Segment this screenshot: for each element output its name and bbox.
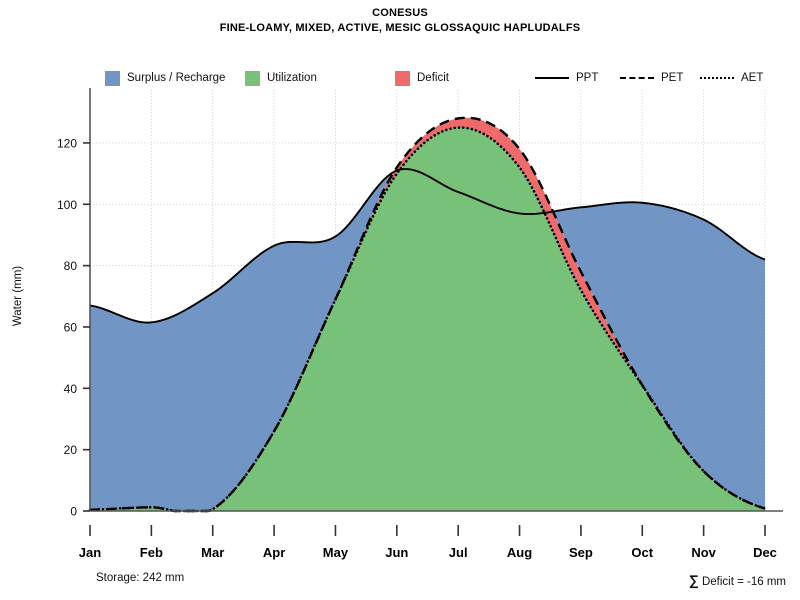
title-line-2: FINE-LOAMY, MIXED, ACTIVE, MESIC GLOSSAQ… (219, 22, 581, 34)
legend-item-pet[interactable]: PET (620, 68, 683, 88)
y-tick-label: 0 (70, 505, 77, 519)
legend-item-deficit[interactable]: Deficit (395, 68, 449, 88)
legend-swatch-icon (105, 70, 120, 86)
title-line-1: CONESUS (372, 7, 428, 19)
x-tick-label-sep: Sep (569, 545, 593, 560)
chart-legend: Surplus / Recharge Utilization Deficit PPT P… (0, 68, 800, 88)
legend-item-aet[interactable]: AET (700, 68, 763, 88)
x-tick-label-may: May (323, 545, 349, 560)
x-tick-label-jan: Jan (79, 545, 101, 560)
y-tick-label: 100 (57, 198, 77, 212)
legend-line-solid-icon (535, 71, 569, 85)
y-tick-label: 20 (64, 443, 78, 457)
legend-line-dotted-icon (700, 71, 734, 85)
legend-label: PET (661, 72, 684, 84)
legend-swatch-icon (245, 70, 260, 86)
x-tick-label-mar: Mar (201, 545, 224, 560)
y-tick-label: 40 (64, 382, 78, 396)
x-tick-label-jul: Jul (449, 545, 468, 560)
x-tick-label-apr: Apr (263, 545, 285, 560)
y-tick-label: 80 (64, 259, 78, 273)
legend-label: Surplus / Recharge (127, 72, 226, 84)
deficit-sum-text: Deficit = -16 mm (698, 576, 786, 588)
storage-annotation: Storage: 242 mm (96, 572, 185, 584)
deficit-sum-annotation: ∑ Deficit = -16 mm (689, 572, 786, 588)
y-axis-title: Water (mm) (12, 265, 24, 327)
legend-line-dashed-icon (620, 71, 654, 85)
chart-title: CONESUS FINE-LOAMY, MIXED, ACTIVE, MESIC… (0, 6, 800, 36)
x-tick-label-oct: Oct (631, 545, 653, 560)
legend-label: Deficit (417, 72, 449, 84)
legend-label: AET (741, 72, 764, 84)
legend-item-utilization[interactable]: Utilization (245, 68, 317, 88)
legend-swatch-icon (395, 70, 410, 86)
x-tick-label-nov: Nov (691, 545, 716, 560)
y-tick-label: 60 (64, 320, 78, 334)
x-tick-label-feb: Feb (140, 545, 163, 560)
legend-item-surplus-recharge[interactable]: Surplus / Recharge (105, 68, 225, 88)
y-tick-label: 120 (57, 136, 77, 150)
x-tick-label-aug: Aug (507, 545, 532, 560)
sigma-icon: ∑ (688, 572, 699, 588)
x-tick-label-dec: Dec (753, 545, 777, 560)
legend-item-ppt[interactable]: PPT (535, 68, 598, 88)
x-tick-label-jun: Jun (385, 545, 408, 560)
legend-label: Utilization (267, 72, 317, 84)
legend-label: PPT (576, 72, 599, 84)
